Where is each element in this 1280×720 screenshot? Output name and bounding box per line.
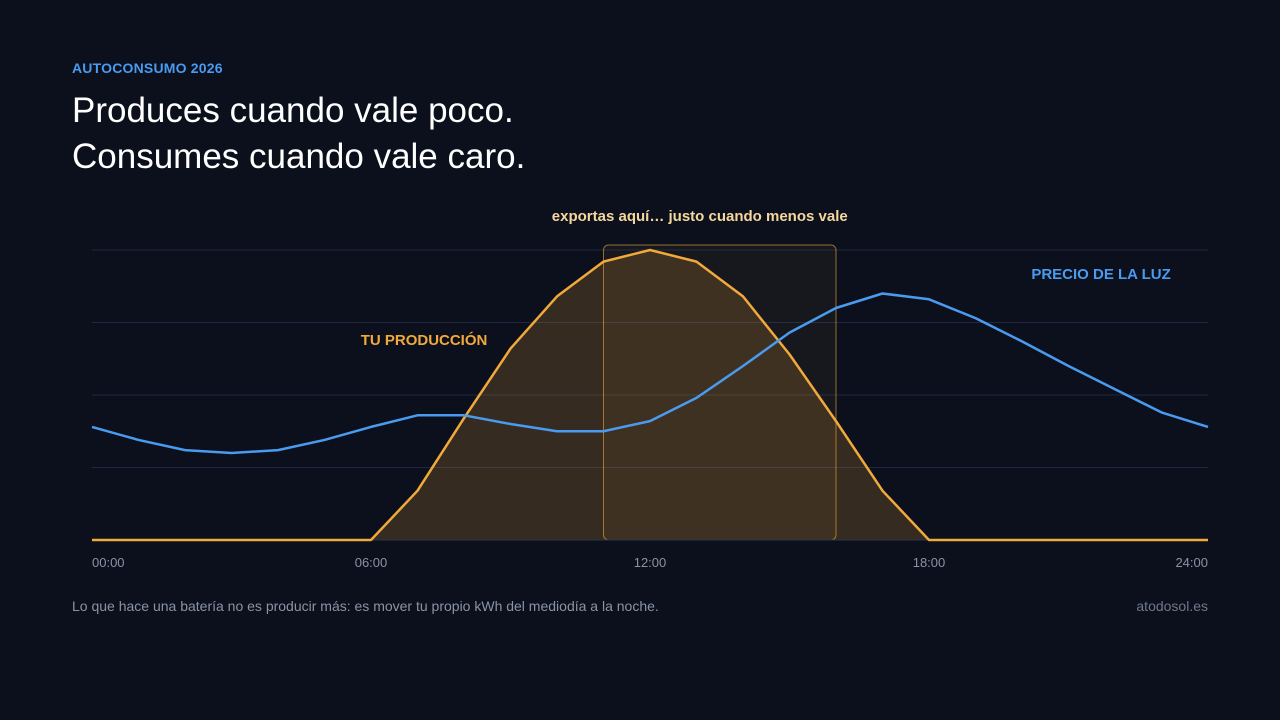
- headline-line-2: Consumes cuando vale caro.: [72, 137, 526, 176]
- x-tick-label: 18:00: [913, 555, 946, 570]
- export-annotation: exportas aquí… justo cuando menos vale: [552, 208, 848, 225]
- x-tick-label: 00:00: [92, 555, 125, 570]
- price-line: [91, 292, 1209, 455]
- eyebrow-label: AUTOCONSUMO 2026: [72, 60, 223, 76]
- x-tick-label: 12:00: [634, 555, 667, 570]
- production-line: [92, 248, 1208, 542]
- credit-link[interactable]: atodosol.es: [1136, 598, 1208, 614]
- production-series-label: TU PRODUCCIÓN: [361, 331, 488, 349]
- x-tick-label: 24:00: [1175, 555, 1208, 570]
- export-highlight-box: [603, 244, 837, 541]
- headline: Produces cuando vale poco. Consumes cuan…: [72, 88, 525, 180]
- headline-line-1: Produces cuando vale poco.: [72, 91, 514, 130]
- x-tick-label: 06:00: [355, 555, 388, 570]
- price-series-label: PRECIO DE LA LUZ: [1031, 266, 1170, 283]
- production-area: [92, 250, 1208, 540]
- footnote: Lo que hace una batería no es producir m…: [72, 598, 659, 614]
